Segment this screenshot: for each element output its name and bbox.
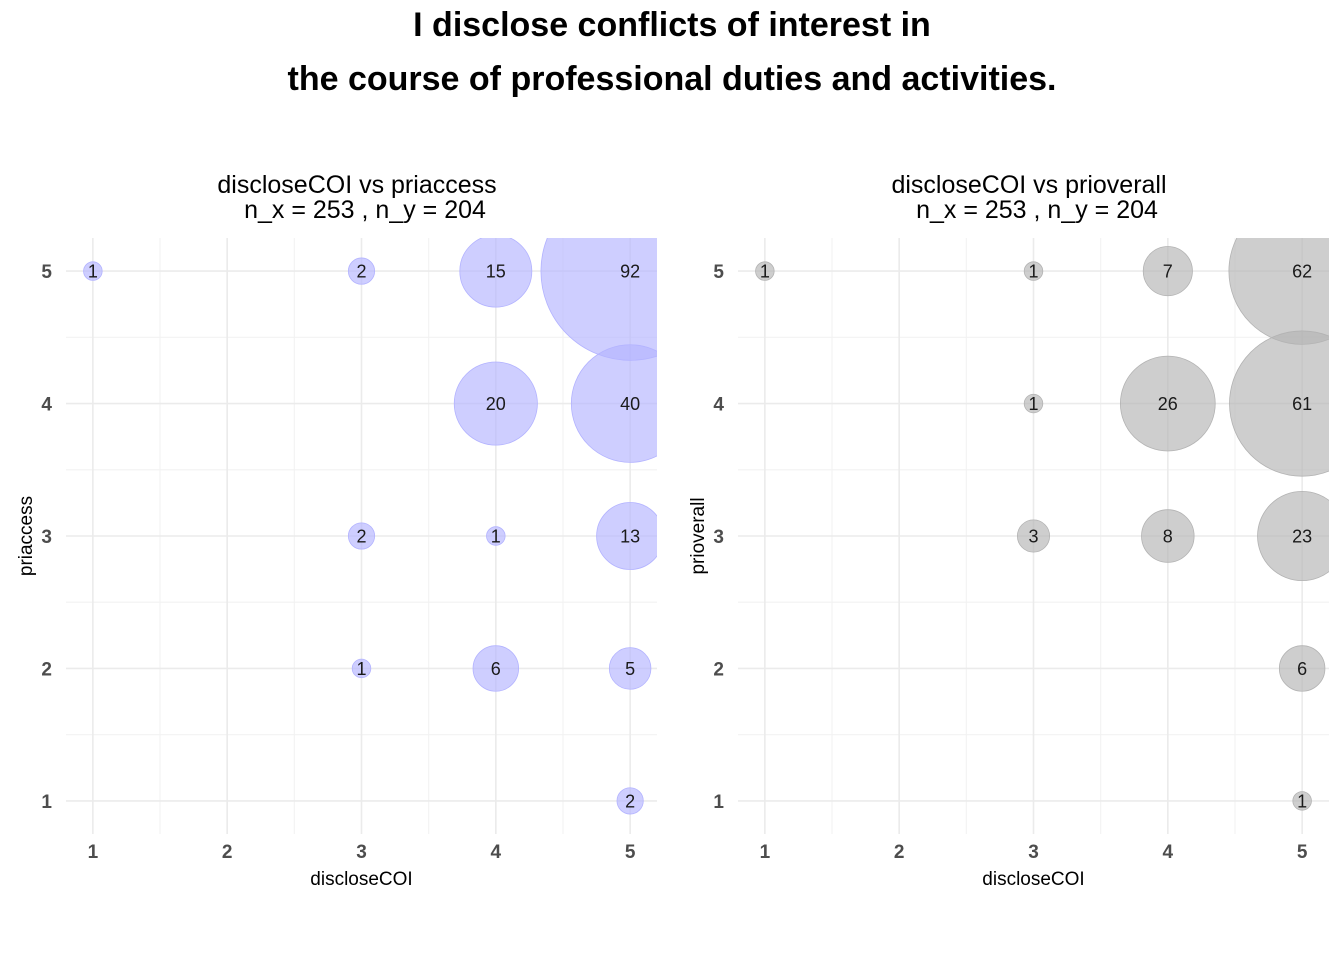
bubble-point xyxy=(459,238,533,308)
count-label: 6 xyxy=(1297,659,1307,679)
y-tick-label: 5 xyxy=(41,262,52,283)
bubble-point xyxy=(453,361,538,446)
panel-title: discloseCOI vs prioverall xyxy=(891,171,1166,199)
count-label: 23 xyxy=(1292,527,1312,547)
bubble-point xyxy=(1142,246,1193,297)
bubble-point xyxy=(1292,791,1312,811)
main-title-line1: I disclose conflicts of interest in xyxy=(413,6,931,44)
count-label: 2 xyxy=(356,527,366,547)
count-label: 92 xyxy=(620,262,640,282)
y-tick-label: 1 xyxy=(713,792,724,813)
bubble-point xyxy=(1141,509,1195,563)
panel-subtitle: n_x = 253 , n_y = 204 xyxy=(244,196,486,224)
y-axis-label: prioverall xyxy=(688,497,709,574)
bubble-point xyxy=(1257,491,1329,581)
x-tick-label: 3 xyxy=(1028,842,1039,863)
x-tick-label: 5 xyxy=(1297,842,1308,863)
bubble-point xyxy=(472,645,519,692)
x-tick-label: 1 xyxy=(88,842,99,863)
bubble-point xyxy=(596,502,657,570)
count-label: 1 xyxy=(356,659,366,679)
count-label: 1 xyxy=(1028,394,1038,414)
count-label: 1 xyxy=(1028,262,1038,282)
y-tick-label: 1 xyxy=(41,792,52,813)
bubble-point xyxy=(351,658,372,679)
count-label: 5 xyxy=(625,659,635,679)
bubble-point xyxy=(570,344,657,463)
x-axis-label: discloseCOI xyxy=(310,869,412,890)
count-label: 1 xyxy=(88,262,98,282)
bubble-point xyxy=(1023,393,1044,414)
y-tick-label: 4 xyxy=(41,395,52,416)
count-label: 1 xyxy=(491,527,501,547)
x-tick-label: 4 xyxy=(1163,842,1174,863)
bubble-point xyxy=(1119,355,1216,452)
count-label: 2 xyxy=(625,791,635,811)
bubble-point xyxy=(755,261,775,281)
count-label: 3 xyxy=(1028,527,1038,547)
count-label: 61 xyxy=(1292,394,1312,414)
y-tick-label: 3 xyxy=(713,527,724,548)
count-label: 7 xyxy=(1163,262,1173,282)
main-title-line2: the course of professional duties and ac… xyxy=(287,60,1057,98)
count-label: 62 xyxy=(1292,262,1312,282)
panel-title: discloseCOI vs priaccess xyxy=(217,171,496,199)
x-tick-label: 3 xyxy=(356,842,367,863)
bubble-point xyxy=(1023,261,1044,281)
bubble-point xyxy=(1228,238,1329,345)
count-label: 20 xyxy=(486,394,506,414)
count-label: 2 xyxy=(356,262,366,282)
bubble-point xyxy=(616,787,644,815)
y-tick-label: 2 xyxy=(713,659,724,680)
x-tick-label: 4 xyxy=(491,842,502,863)
bubble-point xyxy=(347,522,376,550)
x-axis-label: discloseCOI xyxy=(982,869,1084,890)
bubble-point xyxy=(83,261,103,281)
y-tick-label: 3 xyxy=(41,527,52,548)
panel-subtitle: n_x = 253 , n_y = 204 xyxy=(916,196,1158,224)
count-label: 15 xyxy=(486,262,506,282)
bubbles xyxy=(83,238,657,815)
y-tick-label: 5 xyxy=(713,262,724,283)
count-label: 13 xyxy=(620,527,640,547)
count-label: 1 xyxy=(760,262,770,282)
y-tick-label: 4 xyxy=(713,395,724,416)
count-label: 8 xyxy=(1163,527,1173,547)
y-axis-label: priaccess xyxy=(16,496,37,576)
bubble-point xyxy=(608,647,652,690)
count-label: 6 xyxy=(491,659,501,679)
x-tick-label: 5 xyxy=(625,842,636,863)
bubble-point xyxy=(1278,645,1326,692)
bubble-point xyxy=(1229,330,1329,477)
x-tick-label: 1 xyxy=(760,842,771,863)
bubble-point xyxy=(347,257,376,285)
bubble-point xyxy=(1016,519,1051,553)
y-tick-label: 2 xyxy=(41,659,52,680)
bubble-point xyxy=(486,526,506,546)
count-label: 26 xyxy=(1158,394,1178,414)
bubbles xyxy=(755,238,1329,811)
x-tick-label: 2 xyxy=(894,842,905,863)
count-label: 1 xyxy=(1297,791,1307,811)
x-tick-label: 2 xyxy=(222,842,233,863)
count-label: 40 xyxy=(620,394,640,414)
